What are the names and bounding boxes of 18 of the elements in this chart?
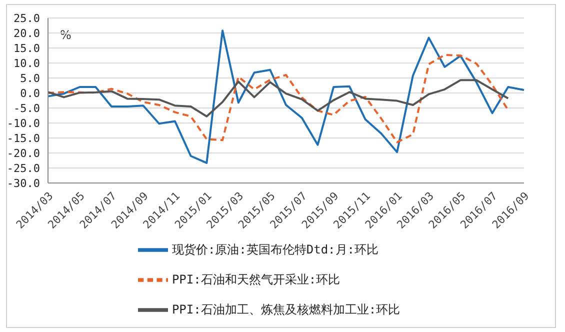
y-tick-label: 0.0 [20,86,40,100]
y-tick-label: 25.0 [14,12,40,25]
y-tick-label: -10.0 [6,116,40,130]
legend-label: PPI:石油加工、炼焦及核燃料加工业:环比 [172,302,400,316]
y-tick-label: -5.0 [14,102,40,115]
line-series [47,30,525,164]
y-tick-label: -30.0 [6,176,40,190]
y-tick-label: -15.0 [6,132,40,145]
y-tick-label: -25.0 [6,162,40,175]
y-tick-label: 5.0 [20,72,40,85]
y-tick-label: -20.0 [6,146,40,160]
y-tick-label: 15.0 [14,42,40,55]
line-series [47,54,510,144]
y-tick-label: 10.0 [14,56,40,70]
legend-label: 现货价:原油:英国布伦特Dtd:月:环比 [172,242,379,256]
legend-label: PPI:石油和天然气开采业:环比 [172,272,340,286]
line-series [47,79,510,118]
y-tick-label: 20.0 [14,26,40,40]
